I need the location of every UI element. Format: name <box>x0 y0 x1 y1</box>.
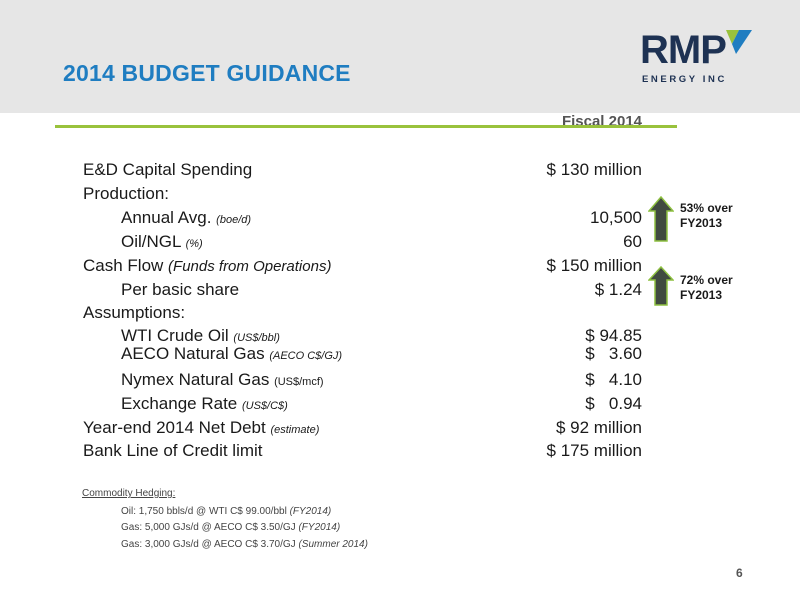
row-label: Annual Avg. (boe/d) <box>121 208 252 227</box>
row-unit: (Funds from Operations) <box>168 258 332 275</box>
row-label: Bank Line of Credit limit <box>83 441 263 460</box>
page-number: 6 <box>736 566 743 580</box>
table-row: Year-end 2014 Net Debt (estimate) $ 92 m… <box>0 418 800 442</box>
hedging-item: Gas: 3,000 GJs/d @ AECO C$ 3.70/GJ (Summ… <box>121 539 368 550</box>
table-row: Assumptions: <box>0 303 800 327</box>
company-logo: RMP ENERGY INC <box>640 26 752 96</box>
logo-wordmark: RMP <box>640 28 727 72</box>
row-label: Year-end 2014 Net Debt (estimate) <box>83 418 320 437</box>
row-value: $ 3.60 <box>585 344 642 363</box>
callout-line: FY2013 <box>680 288 723 302</box>
table-row: Per basic share $ 1.24 <box>0 280 800 304</box>
row-unit: (US$/bbl) <box>233 332 280 344</box>
row-value: $ 1.24 <box>594 280 642 299</box>
row-label: AECO Natural Gas (AECO C$/GJ) <box>121 344 343 363</box>
row-label: Exchange Rate (US$/C$) <box>121 394 288 413</box>
table-row: E&D Capital Spending $ 130 million <box>0 160 800 184</box>
row-label: Per basic share <box>121 280 240 299</box>
row-label: Cash Flow (Funds from Operations) <box>83 256 332 275</box>
hedging-title: Commodity Hedging: <box>82 488 176 499</box>
row-value: 10,500 <box>590 208 642 227</box>
row-value: $ 4.10 <box>585 370 642 389</box>
callout-line: FY2013 <box>680 216 723 230</box>
row-label: Nymex Natural Gas (US$/mcf) <box>121 370 324 389</box>
row-label: Oil/NGL (%) <box>121 232 203 251</box>
cashflow-growth-callout: 72% over FY2013 <box>680 273 733 303</box>
row-unit: (boe/d) <box>216 214 252 226</box>
callout-line: 72% over <box>680 273 733 287</box>
row-label: E&D Capital Spending <box>83 160 253 179</box>
hedging-item: Gas: 5,000 GJs/d @ AECO C$ 3.50/GJ (FY20… <box>121 522 341 533</box>
row-value: $ 94.85 <box>585 326 642 345</box>
table-row: Production: <box>0 184 800 208</box>
row-value: $ 92 million <box>556 418 642 437</box>
callout-line: 53% over <box>680 201 733 215</box>
header-rule <box>55 125 677 128</box>
row-value: $ 130 million <box>546 160 642 179</box>
up-arrow-icon <box>648 196 674 242</box>
table-row: Annual Avg. (boe/d) 10,500 <box>0 208 800 232</box>
row-value: $ 175 million <box>546 441 642 460</box>
table-row: AECO Natural Gas (AECO C$/GJ) $ 3.60 <box>0 344 800 368</box>
table-row: WTI Crude Oil (US$/bbl) $ 94.85 <box>0 326 800 350</box>
production-growth-callout: 53% over FY2013 <box>680 201 733 231</box>
logo-chevron-icon <box>726 30 752 54</box>
row-label: WTI Crude Oil (US$/bbl) <box>121 326 280 345</box>
row-value: 60 <box>623 232 642 251</box>
header-band <box>0 0 800 113</box>
row-value: $ 150 million <box>546 256 642 275</box>
hedging-item: Oil: 1,750 bbls/d @ WTI C$ 99.00/bbl (FY… <box>121 506 332 517</box>
table-row: Exchange Rate (US$/C$) $ 0.94 <box>0 394 800 418</box>
row-label: Assumptions: <box>83 303 186 322</box>
slide-title: 2014 BUDGET GUIDANCE <box>63 60 351 86</box>
row-unit: (US$/mcf) <box>274 376 324 388</box>
table-row: Oil/NGL (%) 60 <box>0 232 800 256</box>
row-value: $ 0.94 <box>585 394 642 413</box>
table-row: Cash Flow (Funds from Operations) $ 150 … <box>0 256 800 280</box>
row-unit: (estimate) <box>270 424 320 436</box>
row-label: Production: <box>83 184 169 203</box>
logo-tagline: ENERGY INC <box>642 74 727 85</box>
table-row: Bank Line of Credit limit $ 175 million <box>0 441 800 465</box>
table-row: Nymex Natural Gas (US$/mcf) $ 4.10 <box>0 370 800 394</box>
row-unit: (%) <box>185 238 203 250</box>
up-arrow-icon <box>648 266 674 306</box>
row-unit: (AECO C$/GJ) <box>269 350 343 362</box>
row-unit: (US$/C$) <box>241 400 288 412</box>
